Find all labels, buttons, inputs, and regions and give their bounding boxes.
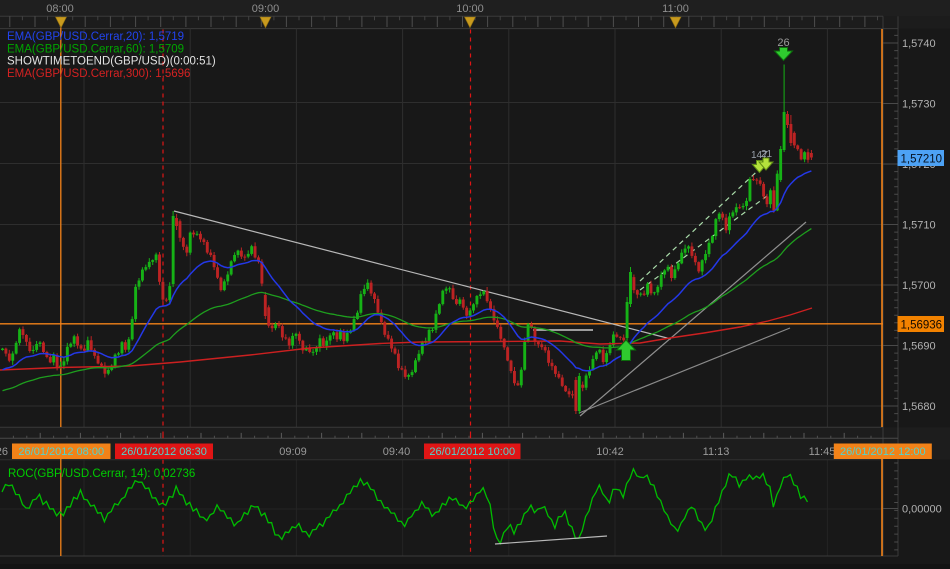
svg-text:1,5710: 1,5710 (902, 220, 936, 232)
svg-text:26/01/2012 08:30: 26/01/2012 08:30 (121, 446, 207, 458)
svg-text:ROC(GBP/USD.Cerrar, 14): 0,027: ROC(GBP/USD.Cerrar, 14): 0,02736 (8, 468, 195, 480)
svg-text:08:00: 08:00 (46, 3, 74, 15)
svg-text:1,5690: 1,5690 (902, 341, 936, 353)
svg-text:10:42: 10:42 (596, 446, 624, 458)
svg-text:EMA(GBP/USD.Cerrar,20): 1,5719: EMA(GBP/USD.Cerrar,20): 1,5719 (7, 31, 184, 43)
svg-text:11:00: 11:00 (662, 3, 689, 15)
svg-text:26/01/2012 08:00: 26/01/2012 08:00 (18, 446, 104, 458)
svg-text:09:40: 09:40 (383, 446, 411, 458)
svg-text:11:45: 11:45 (809, 446, 836, 458)
svg-text:09:09: 09:09 (279, 446, 307, 458)
svg-text:147: 147 (751, 150, 768, 161)
svg-text:26: 26 (0, 446, 8, 458)
svg-text:11:13: 11:13 (703, 446, 730, 458)
svg-text:26/01/2012 10:00: 26/01/2012 10:00 (429, 446, 515, 458)
svg-text:26: 26 (777, 37, 789, 49)
svg-text:26/01/2012 12:00: 26/01/2012 12:00 (840, 446, 926, 458)
svg-text:EMA(GBP/USD.Cerrar,60): 1,5709: EMA(GBP/USD.Cerrar,60): 1,5709 (7, 43, 184, 55)
svg-text:EMA(GBP/USD.Cerrar,300): 1,569: EMA(GBP/USD.Cerrar,300): 1,5696 (7, 68, 190, 80)
svg-text:1,57210: 1,57210 (901, 154, 943, 166)
svg-text:1,5700: 1,5700 (902, 280, 936, 292)
svg-text:SHOWTIMETOEND(GBP/USD)(0:00:51: SHOWTIMETOEND(GBP/USD)(0:00:51) (7, 56, 216, 68)
svg-text:1,5680: 1,5680 (902, 401, 936, 413)
svg-text:10:00: 10:00 (456, 3, 484, 15)
svg-text:1,5730: 1,5730 (902, 99, 936, 111)
svg-text:09:00: 09:00 (252, 3, 280, 15)
svg-text:21: 21 (761, 149, 773, 160)
svg-text:1,5740: 1,5740 (902, 38, 936, 50)
svg-text:0,00000: 0,00000 (902, 504, 942, 516)
svg-text:1,56936: 1,56936 (901, 320, 943, 332)
